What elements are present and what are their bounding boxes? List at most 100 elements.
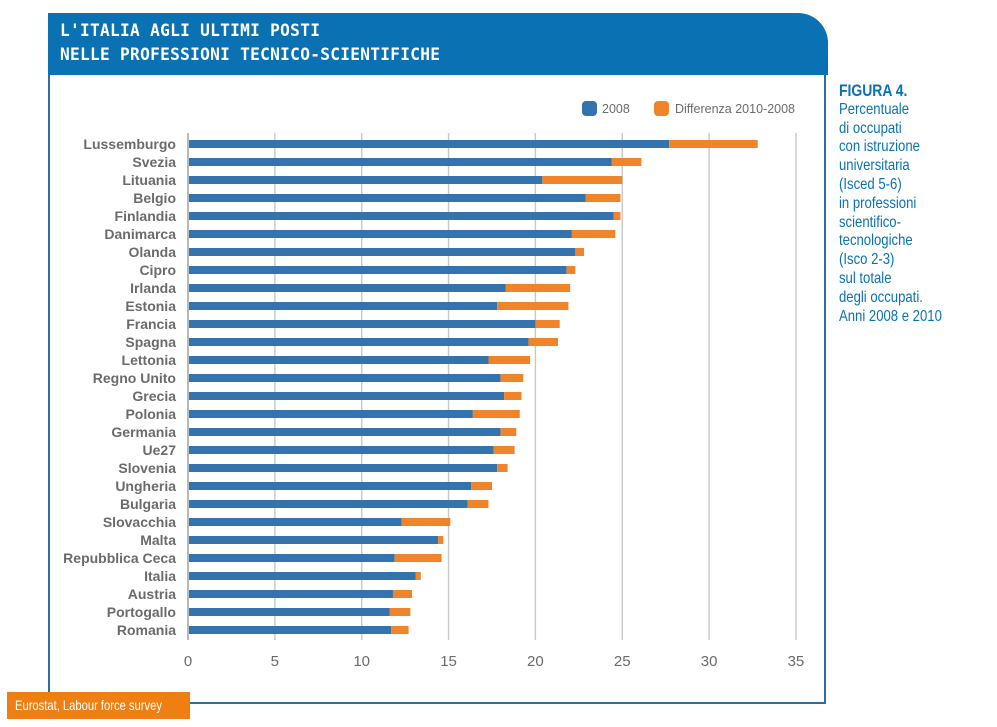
category-label: Portogallo — [107, 604, 176, 620]
category-label: Austria — [128, 586, 176, 602]
bar-diff-2010-2008 — [613, 212, 621, 220]
category-label: Cipro — [139, 262, 176, 278]
category-label: Ungheria — [115, 478, 176, 494]
category-label: Lituania — [122, 172, 176, 188]
bar-diff-2010-2008 — [535, 320, 560, 328]
bar-diff-2010-2008 — [438, 536, 444, 544]
category-labels: Lussemburgo Svezia Lituania Belgio Finlandia… — [63, 136, 176, 638]
bar-2008 — [189, 158, 612, 166]
x-tick-label: 20 — [527, 653, 544, 670]
caption-line: universitaria — [839, 157, 910, 175]
bar-diff-2010-2008 — [401, 518, 451, 526]
bar-2008 — [189, 392, 505, 400]
category-label: Lussemburgo — [83, 136, 176, 152]
legend-label-2008: 2008 — [602, 102, 630, 116]
bar-diff-2010-2008 — [472, 410, 520, 418]
bar-2008 — [189, 482, 472, 490]
bar-diff-2010-2008 — [497, 464, 508, 472]
figure-caption: FIGURA 4. Percentuale di occupati con istr… — [839, 81, 966, 327]
category-label: Francia — [126, 316, 176, 332]
caption-line: tecnologiche — [839, 232, 913, 250]
category-label: Finlandia — [115, 208, 177, 224]
bar-2008 — [189, 248, 576, 256]
bar-diff-2010-2008 — [669, 140, 758, 148]
bar-2008 — [189, 464, 498, 472]
x-tick-label: 35 — [788, 653, 805, 670]
x-tick-label: 0 — [184, 653, 192, 670]
category-label: Germania — [111, 424, 176, 440]
bar-diff-2010-2008 — [505, 284, 571, 292]
bar-diff-2010-2008 — [500, 374, 524, 382]
caption-line: degli occupati. — [839, 288, 923, 306]
bar-diff-2010-2008 — [488, 356, 531, 364]
bar-diff-2010-2008 — [497, 302, 569, 310]
legend-swatch-2008 — [582, 101, 597, 116]
bar-2008 — [189, 320, 536, 328]
bar-2008 — [189, 626, 392, 634]
bar-diff-2010-2008 — [392, 590, 413, 598]
bar-2008 — [189, 356, 489, 364]
bar-2008 — [189, 608, 390, 616]
bar-2008 — [189, 374, 501, 382]
header-title-line2: NELLE PROFESSIONI TECNICO-SCIENTIFICHE — [60, 45, 441, 65]
bar-2008 — [189, 428, 501, 436]
bar-2008 — [189, 554, 395, 562]
caption-line: scientifico- — [839, 213, 901, 231]
bar-2008 — [189, 446, 494, 454]
caption-line: sul totale — [839, 269, 892, 287]
bar-2008 — [189, 500, 468, 508]
caption-line: in professioni — [839, 194, 917, 212]
legend: 2008 Differenza 2010-2008 — [582, 101, 795, 116]
bar-diff-2010-2008 — [504, 392, 522, 400]
bar-diff-2010-2008 — [415, 572, 421, 580]
bar-diff-2010-2008 — [500, 428, 517, 436]
category-label: Slovacchia — [103, 514, 176, 530]
bar-diff-2010-2008 — [467, 500, 489, 508]
x-tick-label: 25 — [614, 653, 631, 670]
category-label: Danimarca — [104, 226, 176, 242]
bar-2008 — [189, 212, 614, 220]
category-label: Grecia — [132, 388, 176, 404]
source-text: Eurostat, Labour force survey — [15, 697, 162, 713]
category-label: Bulgaria — [120, 496, 176, 512]
bar-2008 — [189, 302, 498, 310]
category-label: Italia — [144, 568, 176, 584]
caption-line: Percentuale — [839, 100, 910, 118]
caption-text: Percentuale di occupati con istruzione univ… — [839, 101, 966, 327]
category-label: Polonia — [125, 406, 176, 422]
category-label: Slovenia — [118, 460, 176, 476]
bar-2008 — [189, 590, 393, 598]
figure-number: FIGURA 4. — [839, 81, 908, 100]
category-label: Spagna — [125, 334, 176, 350]
bars — [189, 140, 758, 634]
legend-label-diff: Differenza 2010-2008 — [675, 102, 795, 116]
x-axis-ticks: 0 5 10 15 20 25 30 35 — [184, 653, 804, 670]
category-label: Estonia — [125, 298, 176, 314]
bar-diff-2010-2008 — [575, 248, 585, 256]
x-tick-label: 30 — [701, 653, 718, 670]
category-label: Repubblica Ceca — [63, 550, 176, 566]
bar-diff-2010-2008 — [611, 158, 642, 166]
bar-diff-2010-2008 — [389, 608, 411, 616]
bar-2008 — [189, 338, 529, 346]
category-label: Ue27 — [143, 442, 177, 458]
bar-diff-2010-2008 — [471, 482, 492, 490]
bar-2008 — [189, 518, 402, 526]
caption-line: (Isced 5-6) — [839, 175, 902, 193]
category-label: Malta — [140, 532, 176, 548]
bar-diff-2010-2008 — [566, 266, 576, 274]
x-tick-label: 5 — [271, 653, 279, 670]
x-tick-label: 10 — [353, 653, 370, 670]
bar-diff-2010-2008 — [571, 230, 616, 238]
category-label: Belgio — [133, 190, 176, 206]
bar-2008 — [189, 266, 567, 274]
source-badge: Eurostat, Labour force survey — [7, 692, 190, 719]
bar-2008 — [189, 176, 543, 184]
bar-diff-2010-2008 — [585, 194, 621, 202]
bar-diff-2010-2008 — [493, 446, 515, 454]
gridlines — [187, 133, 797, 640]
x-tick-label: 15 — [440, 653, 457, 670]
header-title-line1: L'ITALIA AGLI ULTIMI POSTI — [60, 21, 321, 41]
legend-swatch-diff — [654, 101, 669, 116]
bar-diff-2010-2008 — [542, 176, 623, 184]
